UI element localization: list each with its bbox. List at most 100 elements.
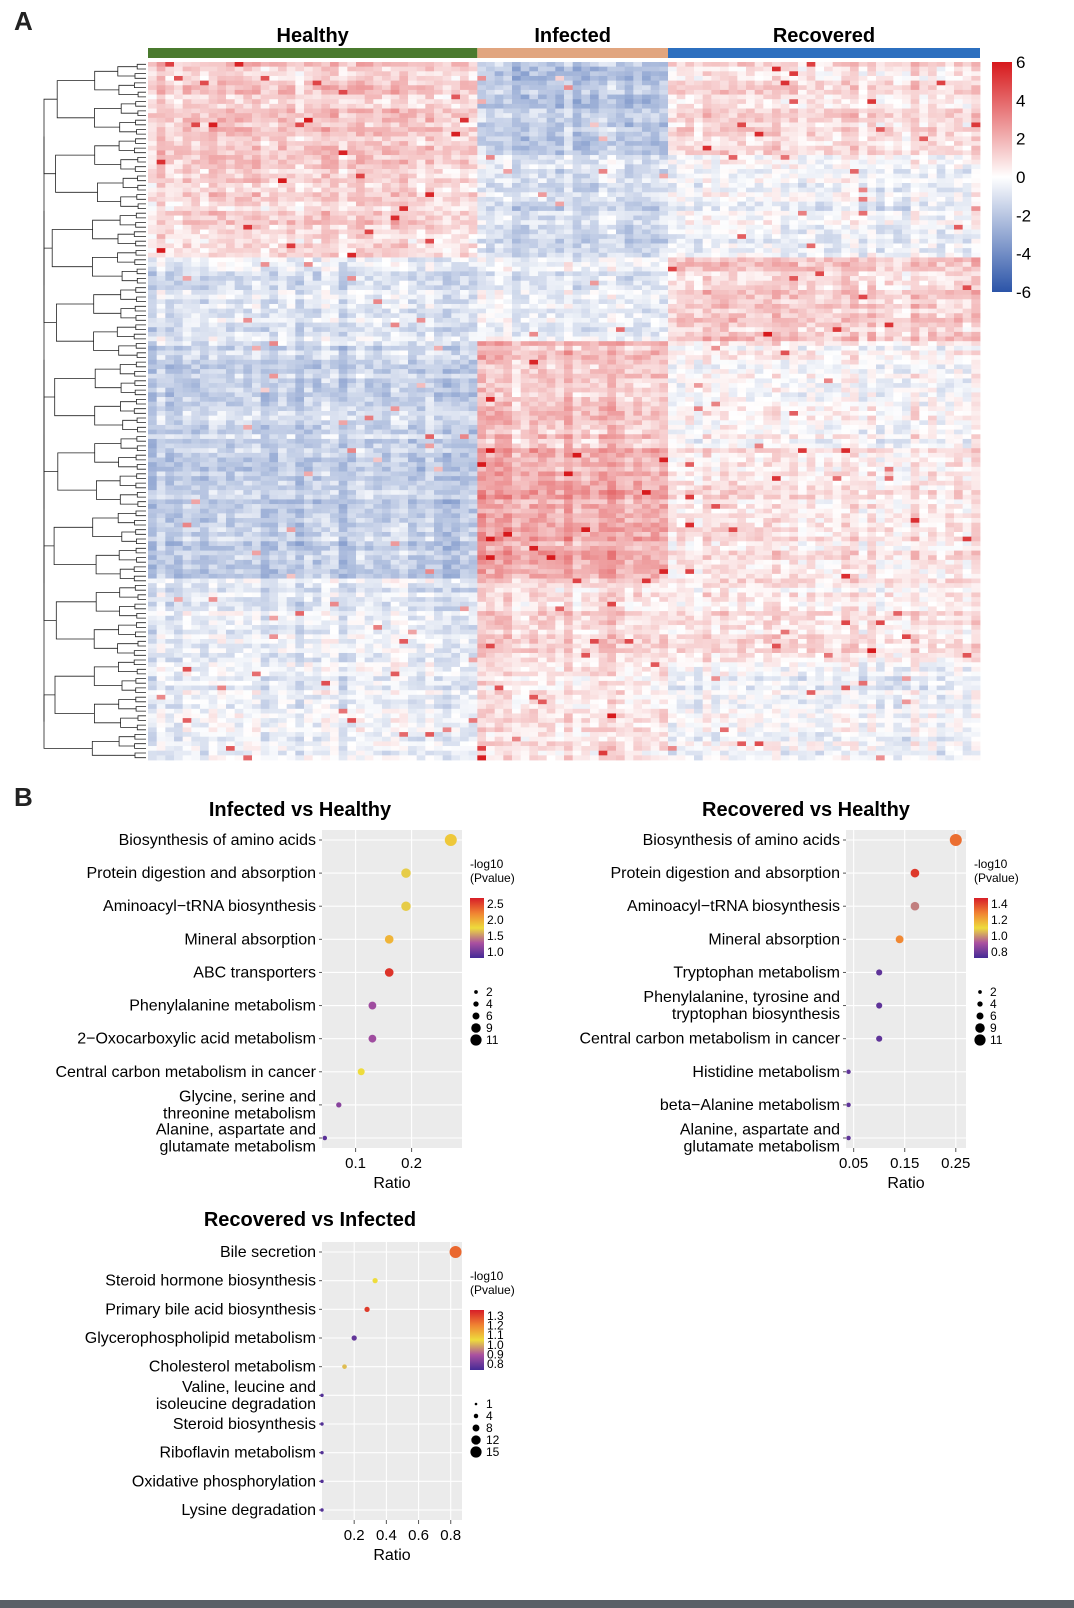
heatmap-cell bbox=[442, 159, 452, 165]
heatmap-cell bbox=[538, 103, 548, 109]
heatmap-cell bbox=[607, 182, 617, 189]
heatmap-cell bbox=[668, 89, 678, 95]
heatmap-cell bbox=[737, 280, 747, 286]
heatmap-cell bbox=[564, 224, 574, 230]
heatmap-cell bbox=[702, 215, 712, 221]
heatmap-cell bbox=[356, 178, 366, 184]
heatmap-cell bbox=[590, 122, 600, 128]
heatmap-cell bbox=[590, 201, 600, 207]
heatmap-cell bbox=[468, 141, 478, 147]
heatmap-cell bbox=[962, 215, 972, 221]
heatmap-cell bbox=[390, 248, 400, 254]
heatmap-cell bbox=[304, 252, 314, 258]
heatmap-cell bbox=[390, 145, 400, 151]
heatmap-cell bbox=[217, 80, 227, 86]
heatmap-cell bbox=[148, 155, 158, 161]
heatmap-cell bbox=[858, 131, 868, 137]
heatmap-cell bbox=[780, 94, 790, 100]
heatmap-cell bbox=[564, 66, 574, 72]
heatmap-cell bbox=[174, 80, 184, 86]
heatmap-cell bbox=[945, 173, 955, 179]
heatmap-cell bbox=[780, 206, 790, 212]
heatmap-cell bbox=[451, 276, 461, 282]
heatmap-cell bbox=[867, 155, 877, 161]
heatmap-cell bbox=[754, 252, 764, 258]
heatmap-cell bbox=[876, 155, 886, 161]
heatmap-cell bbox=[850, 108, 860, 114]
heatmap-cell bbox=[936, 187, 946, 193]
heatmap-cell bbox=[373, 187, 383, 193]
heatmap-cell bbox=[876, 103, 886, 109]
heatmap-cell bbox=[312, 290, 322, 296]
heatmap-cell bbox=[806, 210, 816, 216]
heatmap-cell bbox=[659, 85, 669, 91]
heatmap-cell bbox=[676, 173, 686, 179]
heatmap-cell bbox=[520, 85, 530, 91]
heatmap-cell bbox=[928, 206, 938, 212]
heatmap-cell bbox=[468, 155, 478, 161]
heatmap-cell bbox=[564, 178, 574, 184]
heatmap-cell bbox=[165, 94, 175, 100]
heatmap-cell bbox=[226, 145, 236, 151]
heatmap-cell bbox=[746, 85, 756, 91]
heatmap-cell bbox=[659, 299, 669, 305]
heatmap-cell bbox=[668, 206, 678, 212]
heatmap-cell bbox=[711, 299, 721, 305]
heatmap-cell bbox=[780, 141, 790, 147]
heatmap-cell bbox=[408, 182, 418, 189]
heatmap-cell bbox=[442, 192, 452, 198]
heatmap-cell bbox=[962, 71, 972, 77]
heatmap-cell bbox=[884, 117, 894, 123]
heatmap-cell bbox=[858, 206, 868, 212]
heatmap-cell bbox=[390, 201, 400, 207]
heatmap-cell bbox=[408, 85, 418, 91]
heatmap-cell bbox=[330, 201, 340, 207]
heatmap-cell bbox=[659, 108, 669, 114]
heatmap-cell bbox=[200, 271, 210, 277]
heatmap-cell bbox=[460, 113, 470, 119]
heatmap-cell bbox=[711, 238, 721, 244]
heatmap-cell bbox=[815, 299, 825, 305]
heatmap-cell bbox=[910, 99, 920, 105]
heatmap-cell bbox=[702, 266, 712, 272]
heatmap-cell bbox=[512, 187, 522, 193]
heatmap-cell bbox=[468, 294, 478, 300]
heatmap-cell bbox=[347, 192, 357, 198]
heatmap-cell bbox=[772, 117, 782, 123]
heatmap-cell bbox=[434, 85, 444, 91]
heatmap-cell bbox=[408, 169, 418, 175]
heatmap-cell bbox=[884, 238, 894, 244]
heatmap-cell bbox=[460, 187, 470, 193]
heatmap-cell bbox=[902, 220, 912, 226]
heatmap-cell bbox=[434, 294, 444, 300]
heatmap-cell bbox=[945, 294, 955, 300]
heatmap-cell bbox=[200, 99, 210, 105]
heatmap-cell bbox=[850, 234, 860, 240]
heatmap-cell bbox=[858, 187, 868, 193]
heatmap-cell bbox=[815, 215, 825, 221]
heatmap-cell bbox=[546, 80, 556, 86]
heatmap-cell bbox=[269, 182, 279, 189]
heatmap-cell bbox=[841, 201, 851, 207]
heatmap-cell bbox=[607, 243, 617, 249]
heatmap-cell bbox=[252, 248, 262, 254]
heatmap-cell bbox=[416, 66, 426, 72]
heatmap-cell bbox=[737, 178, 747, 184]
heatmap-cell bbox=[954, 99, 964, 105]
heatmap-cell bbox=[650, 178, 660, 184]
heatmap-cell bbox=[217, 103, 227, 109]
heatmap-cell bbox=[347, 224, 357, 230]
heatmap-cell bbox=[928, 75, 938, 82]
heatmap-cell bbox=[659, 136, 669, 142]
heatmap-cell bbox=[234, 164, 244, 170]
heatmap-cell bbox=[590, 210, 600, 216]
heatmap-cell bbox=[434, 71, 444, 77]
heatmap-cell bbox=[148, 229, 158, 235]
heatmap-cell bbox=[616, 299, 626, 305]
heatmap-cell bbox=[806, 169, 816, 175]
heatmap-cell bbox=[633, 234, 643, 240]
heatmap-cell bbox=[772, 150, 782, 156]
heatmap-cell bbox=[624, 169, 634, 175]
heatmap-cell bbox=[910, 243, 920, 249]
heatmap-cell bbox=[590, 229, 600, 235]
